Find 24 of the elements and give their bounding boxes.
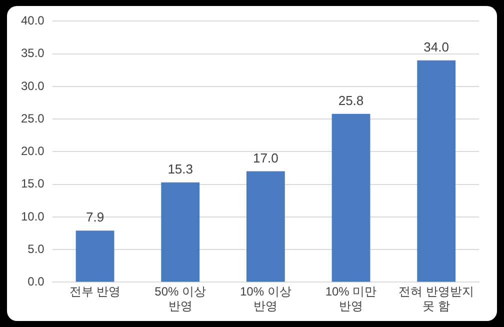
x-tick-label: 10% 미만 반영: [325, 284, 377, 314]
y-tick-label: 30.0: [20, 78, 45, 93]
data-label: 7.9: [86, 210, 104, 225]
y-tick-label: 40.0: [20, 14, 45, 28]
y-tick-label: 10.0: [20, 209, 45, 224]
bar: [76, 230, 114, 282]
y-tick-label: 15.0: [20, 176, 45, 191]
data-label: 25.8: [338, 92, 364, 108]
data-label: 34.0: [424, 39, 449, 54]
y-tick-label: 20.0: [20, 144, 45, 158]
bar: [417, 60, 456, 282]
bar: [332, 114, 370, 282]
bar: [246, 171, 285, 282]
y-tick-label: 25.0: [20, 111, 45, 126]
y-tick-label: 35.0: [20, 46, 45, 60]
data-label: 15.3: [168, 161, 194, 176]
data-label: 17.0: [253, 150, 278, 166]
x-tick-label: 50% 이상 반영: [154, 284, 206, 314]
x-tick-label: 전부 반영: [69, 284, 121, 299]
bar: [161, 182, 200, 282]
x-tick-label: 10% 이상 반영: [240, 284, 292, 314]
x-tick-label: 전혀 반영받지 못 함: [398, 284, 474, 314]
y-tick-label: 5.0: [28, 242, 45, 256]
y-tick-label: 0.0: [28, 274, 45, 289]
